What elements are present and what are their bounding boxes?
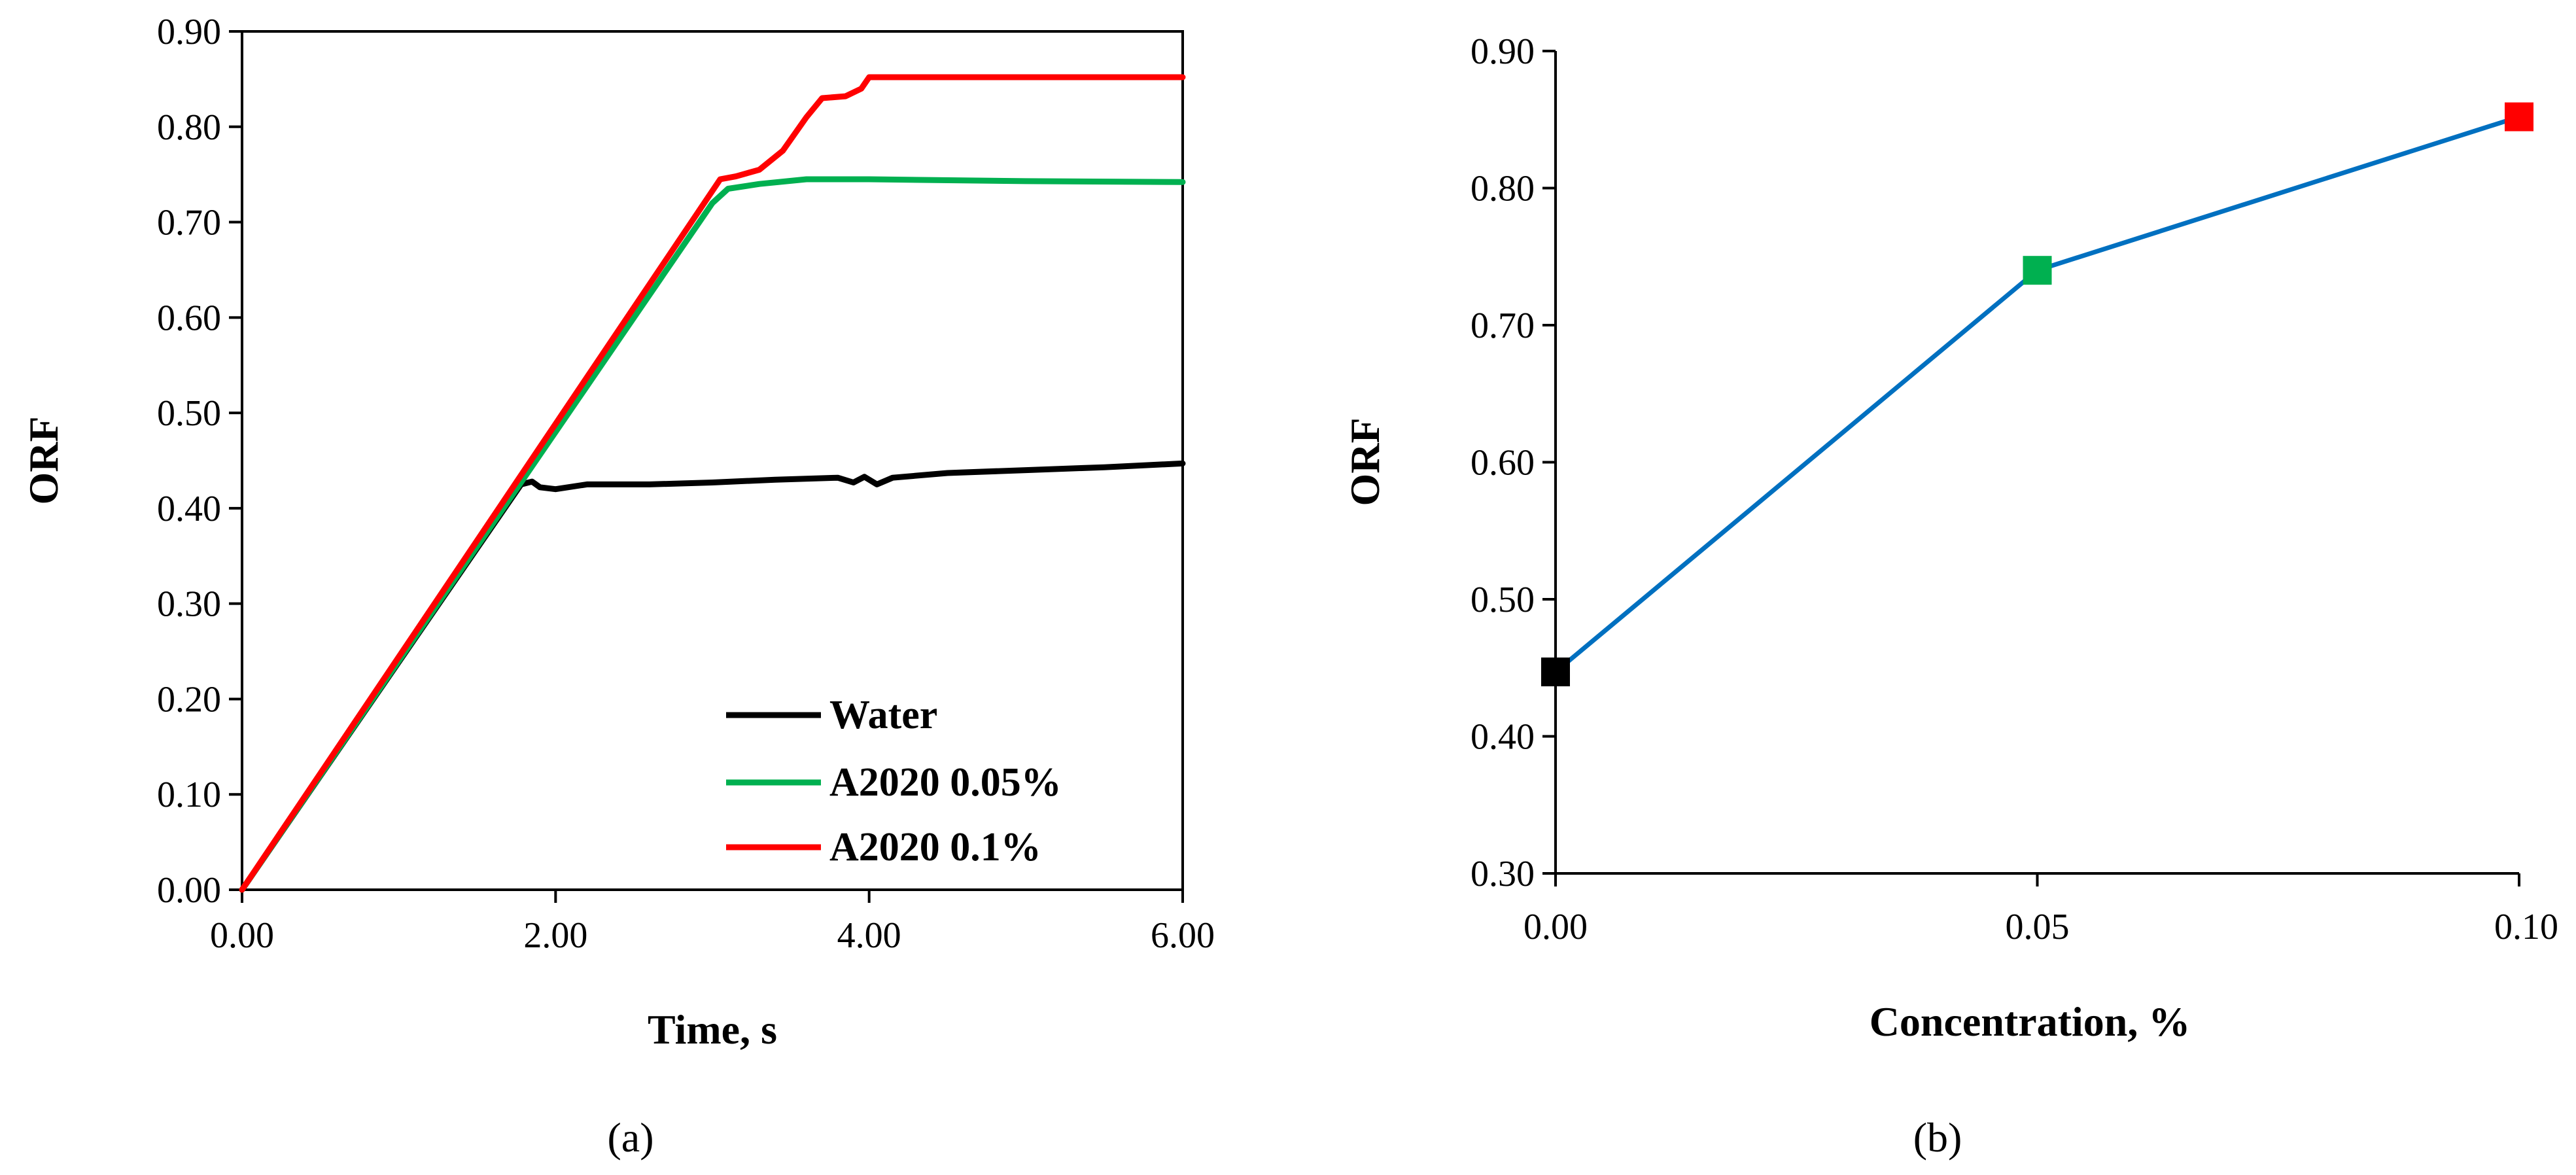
x-axis-title-a: Time, s: [648, 1006, 777, 1053]
x-tick-label-a: 2.00: [523, 915, 587, 956]
x-tick-label-a: 0.00: [210, 915, 274, 956]
x-tick-label-a: 4.00: [837, 915, 901, 956]
y-tick-label-a: 0.20: [157, 679, 221, 720]
y-tick-label-a: 0.30: [157, 584, 221, 625]
y-tick-label-b: 0.50: [1471, 580, 1535, 620]
series-line-orf: [1554, 114, 2520, 674]
x-tick-label-a: 6.00: [1151, 915, 1215, 956]
x-tick-label-b: 0.00: [1523, 907, 1588, 947]
plot-area-a: [241, 30, 1184, 891]
x-axis-b: 0.00 0.05 0.10: [1523, 873, 2558, 947]
y-tick-label-a: 0.80: [157, 107, 221, 148]
data-point-1: [2023, 256, 2052, 285]
x-tick-label-b: 0.05: [2006, 907, 2070, 947]
panel-label-b: (b): [1913, 1114, 1962, 1161]
y-tick-label-b: 0.70: [1471, 306, 1535, 346]
x-axis-title-b: Concentration, %: [1870, 998, 2191, 1045]
x-axis-a: 0.00 2.00 4.00 6.00: [210, 890, 1215, 956]
y-axis-a: 0.00 0.10 0.20 0.30 0.40 0.50 0.60 0.70 0.80 0.90: [157, 12, 242, 911]
y-tick-label-b: 0.40: [1471, 717, 1535, 758]
y-tick-label-a: 0.50: [157, 393, 221, 434]
y-axis-b: 0.30 0.40 0.50 0.60 0.70 0.80 0.90: [1471, 31, 1556, 894]
legend-label-a2020-01: A2020 0.1%: [829, 825, 1041, 869]
series-line-a2020-0-05: [239, 176, 1186, 893]
series-group-b: [1541, 102, 2533, 687]
legend-label-water: Water: [829, 693, 937, 737]
y-tick-label-a: 0.10: [157, 775, 221, 815]
series-line-water: [239, 460, 1186, 893]
y-tick-label-b: 0.30: [1471, 854, 1535, 894]
y-tick-label-b: 0.60: [1471, 443, 1535, 483]
y-tick-label-b: 0.90: [1471, 31, 1535, 72]
chart-panel-a: 0.00 0.10 0.20 0.30 0.40 0.50 0.60 0.70 0.80 0.90…: [20, 12, 1215, 1161]
y-axis-title-b: ORF: [1342, 417, 1388, 506]
data-point-0: [1541, 658, 1570, 687]
series-line-a2020-0-1: [239, 74, 1186, 893]
chart-panel-b: 0.30 0.40 0.50 0.60 0.70 0.80 0.90 0.00 0.05 0.1…: [1342, 31, 2558, 1161]
y-tick-label-a: 0.70: [157, 203, 221, 243]
y-tick-label-a: 0.00: [157, 870, 221, 911]
y-tick-label-a: 0.60: [157, 298, 221, 338]
panel-label-a: (a): [607, 1114, 653, 1161]
y-axis-title-a: ORF: [20, 416, 67, 504]
y-tick-label-a: 0.40: [157, 489, 221, 529]
x-tick-label-b: 0.10: [2494, 907, 2558, 947]
y-tick-label-a: 0.90: [157, 12, 221, 52]
data-point-2: [2505, 102, 2533, 132]
legend-label-a2020-005: A2020 0.05%: [829, 760, 1062, 805]
series-group-a: [239, 74, 1186, 893]
y-tick-label-b: 0.80: [1471, 169, 1535, 209]
legend-a: Water A2020 0.05% A2020 0.1%: [726, 693, 1062, 869]
